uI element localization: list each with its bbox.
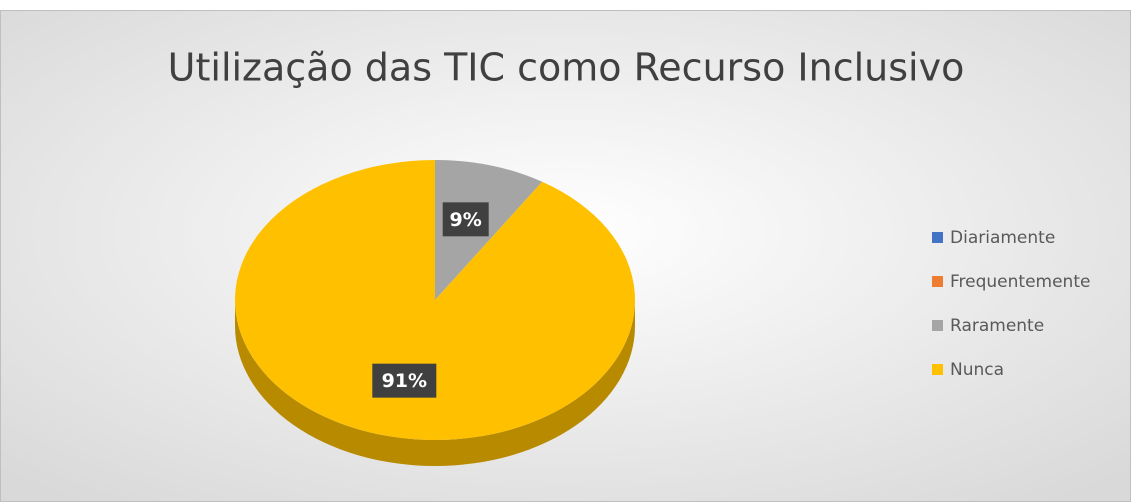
pie-side xyxy=(235,300,635,466)
pie: 9% 91% xyxy=(234,160,635,466)
legend-label: Diariamente xyxy=(950,228,1055,248)
legend-label: Nunca xyxy=(950,360,1004,380)
data-label-box xyxy=(442,202,489,237)
legend-swatch xyxy=(932,276,943,287)
legend-label: Frequentemente xyxy=(950,272,1090,292)
legend: Diariamente Frequentemente Raramente Nunca xyxy=(932,228,1090,380)
legend-label: Raramente xyxy=(950,316,1044,336)
legend-swatch xyxy=(932,364,943,375)
pie-slice xyxy=(234,160,635,440)
data-label: 91% xyxy=(382,370,427,392)
data-label: 9% xyxy=(450,209,482,231)
chart-title: Utilização das TIC como Recurso Inclusiv… xyxy=(168,46,965,90)
legend-swatch xyxy=(932,232,943,243)
data-label-box xyxy=(372,363,437,398)
legend-swatch xyxy=(932,320,943,331)
